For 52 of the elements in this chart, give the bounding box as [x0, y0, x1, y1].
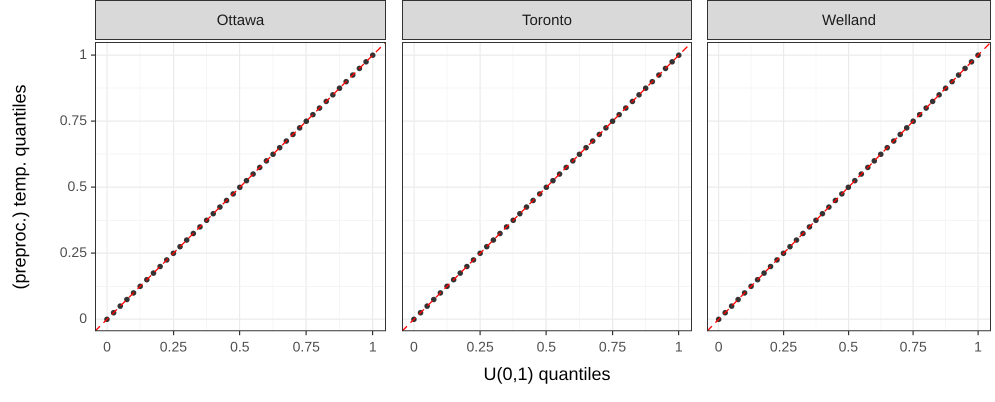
x-tick-label: 0.25: [466, 338, 494, 354]
point: [276, 144, 282, 150]
x-tick-label: 0: [714, 338, 723, 354]
point: [124, 296, 130, 302]
point: [930, 98, 936, 104]
point: [336, 85, 342, 92]
point: [457, 270, 464, 276]
x-tick-label: 0: [103, 338, 112, 354]
point: [576, 151, 582, 158]
y-axis-title: (preproc.) temp. quantiles: [10, 84, 30, 290]
point: [610, 118, 616, 124]
point: [363, 59, 369, 65]
point: [210, 210, 216, 216]
x-tick-label: 0: [410, 338, 418, 354]
point: [820, 210, 826, 216]
x-tick-label: 0.75: [292, 338, 320, 354]
point: [878, 151, 884, 158]
x-tick-label: 1: [974, 338, 982, 354]
chart-title: Toronto: [402, 0, 692, 40]
point: [735, 296, 741, 302]
point: [761, 270, 767, 276]
point: [430, 296, 437, 302]
x-tick-label: 0.5: [536, 338, 556, 354]
x-tick-label: 0.5: [838, 338, 858, 354]
point: [150, 270, 156, 276]
point: [846, 184, 852, 190]
point: [184, 237, 190, 243]
y-tick-label: 0.5: [68, 178, 88, 194]
y-tick-label: 0: [79, 310, 88, 326]
point: [871, 158, 878, 164]
x-tick-label: 1: [368, 338, 377, 354]
point: [904, 125, 910, 131]
point: [550, 178, 556, 184]
x-tick-label: 0.75: [598, 338, 626, 354]
point: [787, 244, 793, 250]
x-tick-label: 0.25: [160, 338, 188, 354]
x-tick-label: 1: [674, 338, 683, 354]
x-tick-label: 0.75: [900, 338, 928, 354]
y-tick-label: 1: [79, 46, 88, 62]
point: [303, 118, 310, 124]
point: [490, 237, 496, 243]
point: [669, 59, 675, 65]
x-tick-label: 0.25: [770, 338, 798, 354]
y-tick-label: 0.25: [60, 244, 88, 260]
point: [244, 178, 250, 184]
y-tick-label: 0.75: [60, 112, 88, 128]
chart-title: Welland: [707, 0, 991, 40]
x-tick-label: 0.5: [230, 338, 250, 354]
point: [517, 210, 523, 216]
x-axis-title: U(0,1) quantiles: [483, 364, 611, 385]
point: [962, 66, 968, 72]
chart-title: Ottawa: [95, 0, 386, 40]
